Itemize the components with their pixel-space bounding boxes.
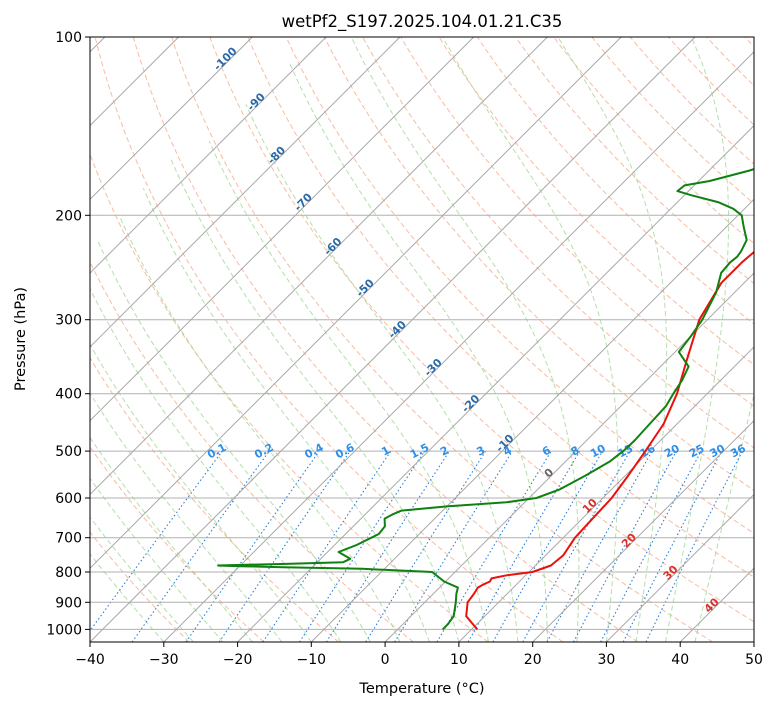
mixing-ratio-line [522,450,631,642]
isotherm-line [237,124,754,642]
moist-adiabat [90,553,165,642]
isotherm-line [606,493,754,642]
moist-adiabat [665,37,730,642]
y-tick-label: 500 [55,444,82,460]
moist-adiabat [90,436,253,642]
mixing-ratio-label: 30 [708,442,728,461]
y-tick-label: 400 [55,387,82,403]
sounding-traces [217,168,754,631]
dry-adiabat [400,37,754,407]
moist-adiabat [142,187,430,642]
mixing-ratio-line [325,450,450,642]
dry-adiabat [90,356,339,642]
x-tick-label: 10 [450,652,468,668]
moist-adiabat [442,37,619,642]
y-axis: 1000 900 800 700 600 500 400 300 200 100 [46,30,90,638]
x-axis-label: Temperature (°C) [358,681,484,697]
x-tick-label: 20 [524,652,542,668]
isotherm-line [163,51,754,642]
mixing-ratio-line [365,450,487,642]
x-tick-label: 30 [597,652,615,668]
x-axis: −40 −30 −20 −10 0 10 20 30 40 50 [75,642,763,668]
plot-area: -100-90-80-70-60-50-40-30-20-10010203040… [90,37,754,642]
mixing-ratio-label: 36 [728,442,748,461]
moist-adiabat [96,239,371,642]
y-tick-label: 1000 [46,622,82,638]
dry-adiabat [209,37,754,623]
mixing-ratio-lines [90,450,743,642]
dry-adiabat [132,37,639,642]
mixing-ratio-label: 10 [588,442,608,461]
moist-adiabat [90,516,194,642]
mixing-ratio-line [131,450,270,642]
moist-adiabat [245,104,519,642]
dry-adiabat [171,37,713,642]
mixing-ratio-line [394,450,513,642]
isotherm-line [532,419,754,642]
isotherm-line [90,37,622,569]
moist-adiabat [288,61,548,642]
y-tick-label: 600 [55,491,82,507]
chart-title: wetPf2_S197.2025.104.01.21.C35 [282,12,563,32]
isotherm-line [90,37,253,201]
dry-adiabat [438,37,754,366]
isotherm-line [458,346,754,642]
mixing-ratio-label: 20 [662,442,682,461]
temperature-trace [465,250,754,631]
dewpoint-trace [217,168,754,631]
isotherm-line [90,37,327,274]
y-tick-label: 100 [55,30,82,46]
mixing-ratio-line [90,450,223,632]
dry-adiabat [629,37,754,165]
moist-adiabat [90,287,342,642]
isotherm-line [90,37,548,496]
y-tick-label: 800 [55,565,82,581]
y-tick-label: 300 [55,313,82,329]
dry-adiabat [90,260,414,642]
isotherm-line [90,37,401,348]
y-tick-label: 700 [55,531,82,547]
moist-adiabat [90,343,312,642]
x-tick-label: 40 [671,652,689,668]
moist-adiabat [350,37,580,642]
isotherm-gridlines [90,37,754,642]
mixing-ratio-line [185,450,320,642]
moist-adiabat [557,37,668,642]
x-tick-label: −40 [75,652,105,668]
dry-adiabat [94,37,564,642]
y-tick-label: 200 [55,208,82,224]
y-tick-label: 900 [55,595,82,611]
dry-adiabat [323,37,754,491]
mixing-ratio-label: 13 [616,442,636,461]
mixing-ratio-line [492,450,604,642]
isobar-gridlines [90,37,754,630]
isotherm-line [90,37,475,422]
dry-adiabat [553,37,754,245]
y-axis-label: Pressure (hPa) [13,287,29,391]
dry-adiabats [90,37,754,642]
moist-adiabat [694,392,754,642]
mixing-ratio-label: 25 [687,442,707,461]
x-tick-label: −30 [149,652,179,668]
dry-adiabat [90,531,190,642]
mixing-ratio-line [218,450,351,642]
isotherm-line [90,37,696,642]
moist-adiabat [118,215,401,642]
x-tick-label: 50 [745,652,763,668]
dry-adiabat [476,37,754,325]
x-tick-label: 0 [381,652,390,668]
plot-frame [89,36,755,643]
mixing-ratio-line [573,450,677,642]
isotherm-line [310,198,754,642]
x-tick-label: −10 [297,652,327,668]
x-tick-label: −20 [223,652,253,668]
mixing-ratio-line [467,450,581,642]
